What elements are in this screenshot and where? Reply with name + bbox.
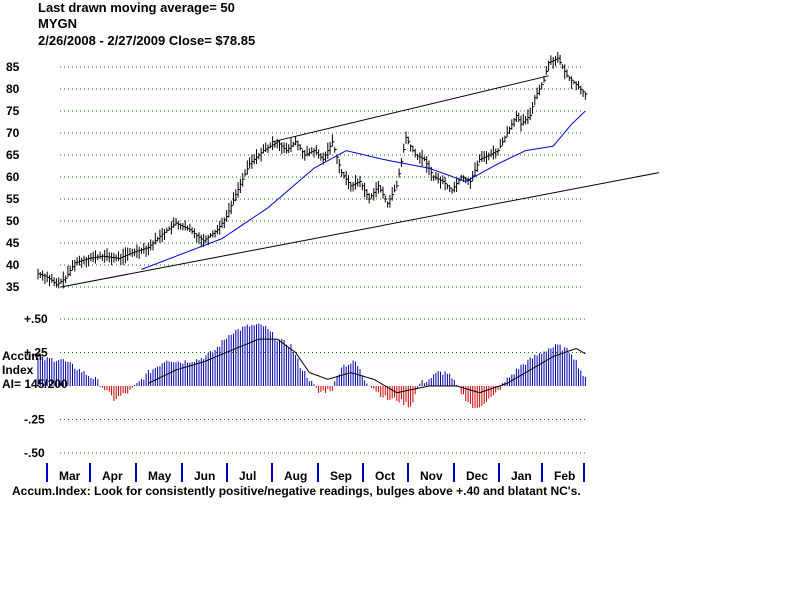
trendline xyxy=(272,75,549,143)
price-y-tick-label: 70 xyxy=(6,126,20,140)
price-y-tick-label: 60 xyxy=(6,170,20,184)
footer-note: Accum.Index: Look for consistently posit… xyxy=(12,484,581,498)
accum-y-tick-label: -.25 xyxy=(24,413,45,427)
accum-moving-average-line xyxy=(148,338,586,394)
month-label: Nov xyxy=(420,469,443,483)
price-y-tick-label: 85 xyxy=(6,60,20,74)
trendline xyxy=(60,172,660,288)
accum-label: Accum xyxy=(2,349,43,363)
moving-average-note: Last drawn moving average= 50 xyxy=(38,0,235,15)
ai-score: AI= 145/200 xyxy=(2,377,68,391)
month-label: Jul xyxy=(239,469,256,483)
index-label: Index xyxy=(2,363,34,377)
accum-y-tick-label: +.25 xyxy=(24,346,48,360)
month-label: Sep xyxy=(330,469,352,483)
month-label: Aug xyxy=(284,469,307,483)
price-y-tick-label: 75 xyxy=(6,104,20,118)
month-label: Oct xyxy=(375,469,395,483)
month-label: Jan xyxy=(511,469,532,483)
price-y-tick-label: 65 xyxy=(6,148,20,162)
accum-y-tick-label: +.50 xyxy=(24,312,48,326)
accum-y-tick-label: -.50 xyxy=(24,446,45,460)
month-label: Feb xyxy=(554,469,575,483)
date-range-close: 2/26/2008 - 2/27/2009 Close= $78.85 xyxy=(38,33,256,48)
price-y-tick-label: 80 xyxy=(6,82,20,96)
price-y-tick-label: 35 xyxy=(6,280,20,294)
price-y-tick-label: 45 xyxy=(6,236,20,250)
price-y-tick-label: 50 xyxy=(6,214,20,228)
price-y-tick-label: 55 xyxy=(6,192,20,206)
month-label: Mar xyxy=(59,469,81,483)
ticker-symbol: MYGN xyxy=(38,16,77,31)
month-label: Apr xyxy=(102,469,123,483)
month-label: Dec xyxy=(466,469,488,483)
month-label: Jun xyxy=(194,469,215,483)
moving-average-line xyxy=(141,110,586,270)
month-label: May xyxy=(148,469,172,483)
price-y-tick-label: 40 xyxy=(6,258,20,272)
